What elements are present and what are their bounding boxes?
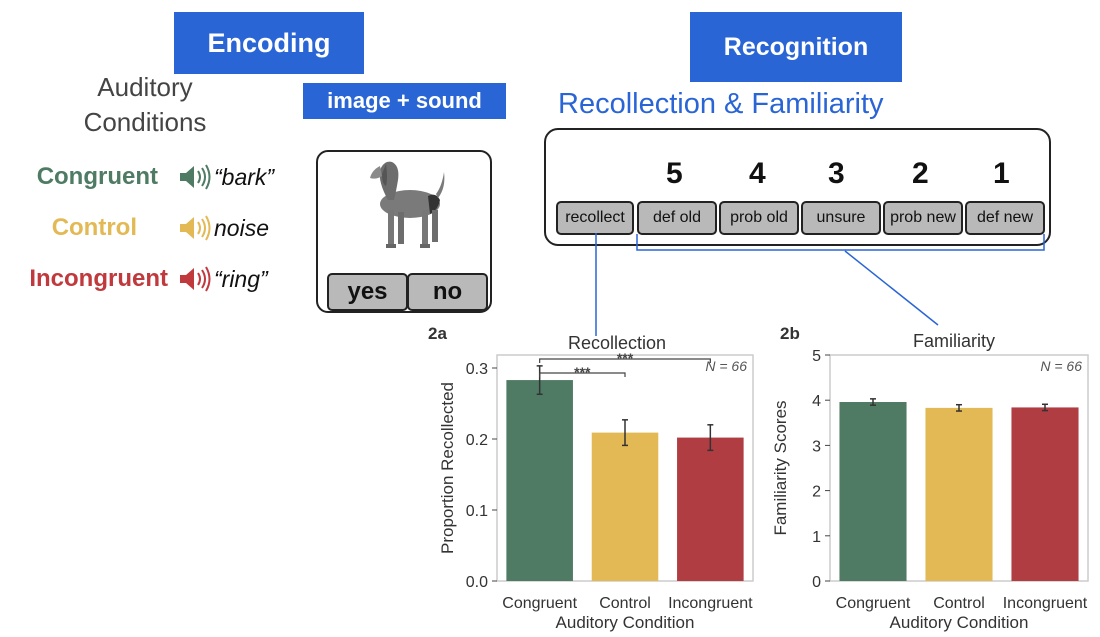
no-button[interactable]: no bbox=[407, 273, 488, 311]
y-tick-label: 1 bbox=[812, 529, 821, 546]
bar-control bbox=[925, 407, 993, 581]
sample-size-annotation: N = 66 bbox=[1040, 358, 1082, 374]
speaker-icon bbox=[178, 264, 214, 294]
bar-congruent bbox=[839, 402, 907, 581]
y-tick-label: 0.3 bbox=[466, 361, 488, 378]
condition-incongruent: Incongruent “ring” bbox=[0, 264, 300, 294]
y-tick-label: 0.0 bbox=[466, 574, 488, 591]
x-axis-label: Auditory Condition bbox=[556, 613, 695, 632]
significance-bracket bbox=[539, 358, 711, 363]
y-tick-label: 0 bbox=[812, 574, 821, 591]
def-new-button[interactable]: def new bbox=[965, 201, 1045, 235]
scale-number: 4 bbox=[749, 157, 766, 190]
y-tick-label: 0.2 bbox=[466, 432, 488, 449]
condition-word: “bark” bbox=[214, 163, 275, 190]
bar-incongruent bbox=[1011, 407, 1079, 581]
significance-stars: *** bbox=[617, 350, 634, 366]
scale-number: 3 bbox=[828, 157, 845, 190]
condition-name: Congruent bbox=[36, 163, 158, 190]
y-tick-label: 5 bbox=[812, 348, 821, 365]
chart-title-familiarity: Familiarity bbox=[913, 331, 996, 351]
panel-label-2b: 2b bbox=[780, 324, 800, 343]
recollect-button[interactable]: recollect bbox=[556, 201, 634, 235]
condition-name: Control bbox=[51, 214, 137, 241]
condition-name: Incongruent bbox=[29, 265, 168, 292]
x-tick-label: Congruent bbox=[836, 595, 911, 612]
x-tick-label: Congruent bbox=[502, 595, 577, 612]
y-tick-label: 4 bbox=[812, 393, 821, 410]
prob-new-button[interactable]: prob new bbox=[883, 201, 963, 235]
auditory-conditions-title: Auditory Conditions bbox=[83, 72, 207, 137]
unsure-button[interactable]: unsure bbox=[801, 201, 881, 235]
y-tick-label: 3 bbox=[812, 438, 821, 455]
bar-control bbox=[591, 432, 659, 581]
encoding-header: Encoding bbox=[174, 12, 364, 74]
x-tick-label: Control bbox=[599, 595, 651, 612]
y-axis-label: Proportion Recollected bbox=[438, 382, 457, 554]
condition-control: Control noise bbox=[0, 213, 300, 243]
chart-title-recollection: Recollection bbox=[568, 333, 667, 353]
significance-bracket bbox=[539, 372, 626, 377]
condition-word: “ring” bbox=[214, 265, 268, 292]
y-axis-label: Familiarity Scores bbox=[771, 400, 790, 535]
bar-incongruent bbox=[677, 437, 744, 581]
yes-button[interactable]: yes bbox=[327, 273, 408, 311]
prob-old-button[interactable]: prob old bbox=[719, 201, 799, 235]
bar-congruent bbox=[506, 380, 573, 581]
scale-number: 2 bbox=[912, 157, 929, 190]
speaker-icon bbox=[178, 162, 214, 192]
scale-number: 1 bbox=[993, 157, 1010, 190]
x-tick-label: Incongruent bbox=[1003, 595, 1088, 612]
speaker-icon bbox=[178, 213, 214, 243]
x-tick-label: Control bbox=[933, 595, 985, 612]
encoding-trial-card: yes no bbox=[316, 150, 492, 313]
y-tick-label: 2 bbox=[812, 484, 821, 501]
sample-size-annotation: N = 66 bbox=[705, 358, 747, 374]
recognition-header: Recognition bbox=[690, 12, 902, 82]
condition-congruent: Congruent “bark” bbox=[0, 162, 300, 192]
panel-label-2a: 2a bbox=[428, 324, 447, 343]
significance-stars: *** bbox=[574, 364, 591, 380]
recognition-scale-card bbox=[544, 128, 1051, 246]
condition-word: noise bbox=[214, 214, 269, 241]
def-old-button[interactable]: def old bbox=[637, 201, 717, 235]
x-tick-label: Incongruent bbox=[668, 595, 753, 612]
scale-number: 5 bbox=[666, 157, 683, 190]
image-sound-label: image + sound bbox=[303, 83, 506, 119]
dog-image bbox=[358, 152, 458, 262]
y-tick-label: 0.1 bbox=[466, 503, 488, 520]
recognition-subtitle: Recollection & Familiarity bbox=[558, 88, 884, 120]
x-axis-label: Auditory Condition bbox=[890, 613, 1029, 632]
